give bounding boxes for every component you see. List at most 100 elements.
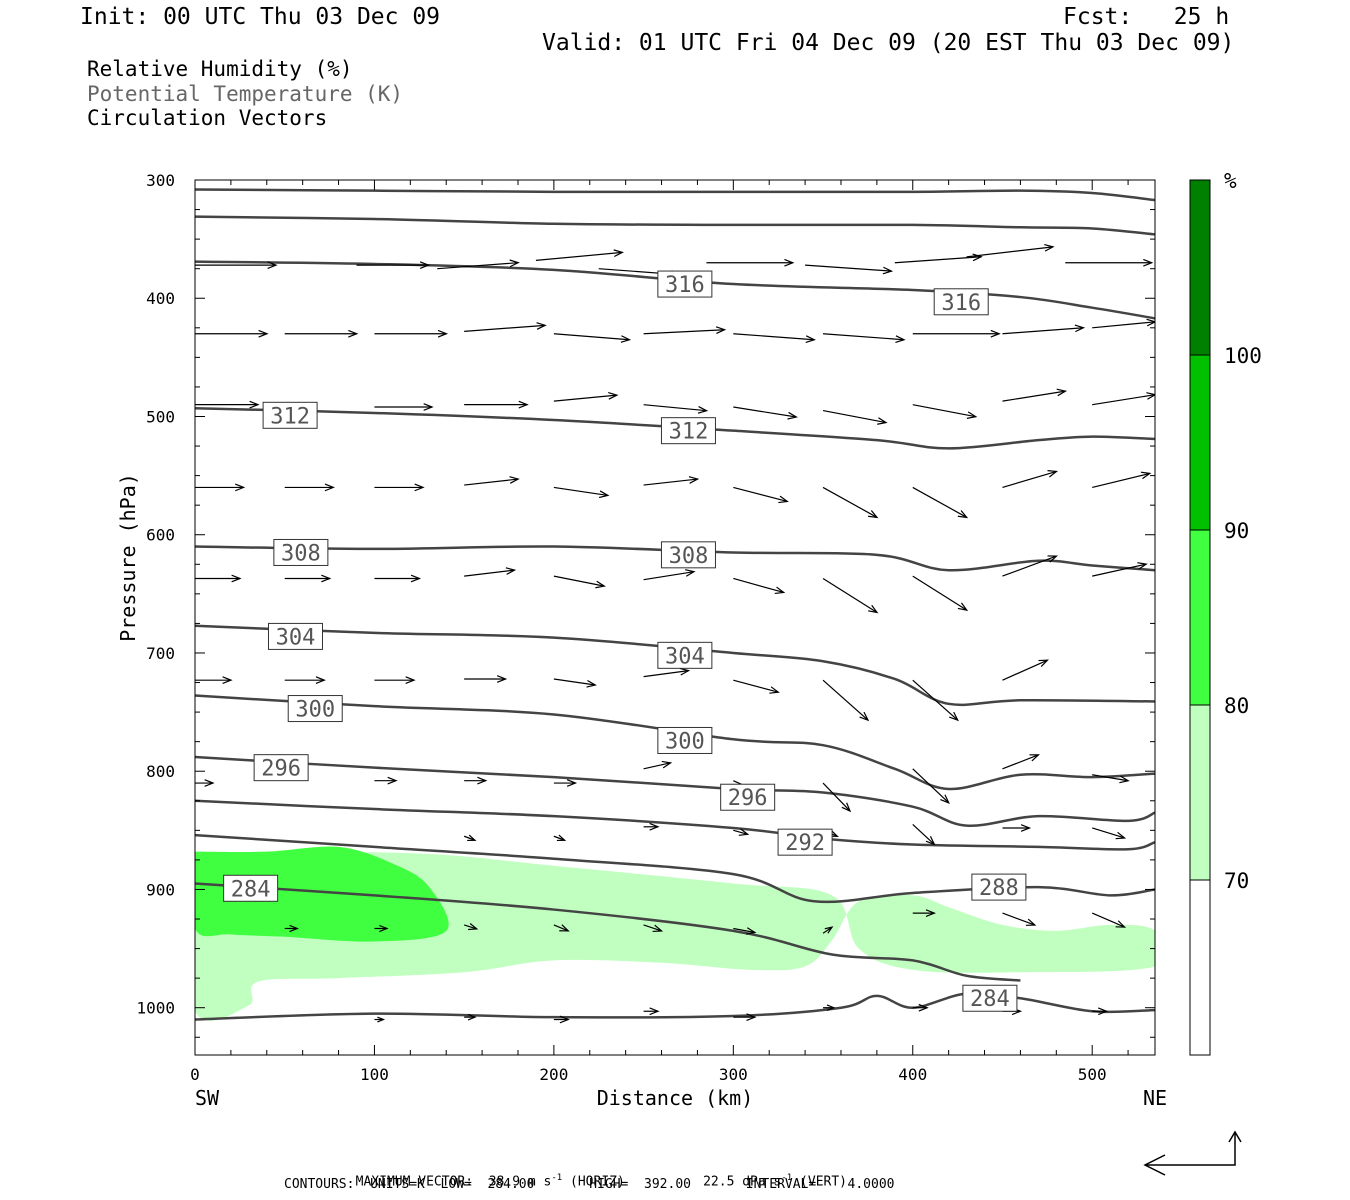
init-time: Init: 00 UTC Thu 03 Dec 09	[80, 4, 441, 30]
theta-contour-label: 316	[657, 270, 713, 298]
x-tick-label: 0	[190, 1065, 200, 1084]
circulation-vector	[733, 486, 789, 504]
circulation-vector	[733, 406, 798, 420]
x-tick-label: 100	[360, 1065, 389, 1084]
circulation-vector	[464, 1013, 477, 1021]
circulation-vector	[1002, 470, 1059, 489]
colorbar-segment	[1189, 704, 1211, 881]
circulation-vector	[463, 923, 479, 931]
circulation-vector	[374, 924, 389, 933]
x-tick-label: 200	[539, 1065, 568, 1084]
y-tick-label: 600	[146, 526, 175, 545]
circulation-vector	[912, 486, 969, 519]
y-tick-label: 500	[146, 407, 175, 426]
circulation-vector	[553, 575, 606, 589]
circulation-vector	[643, 1007, 660, 1016]
circulation-vector	[1092, 318, 1155, 329]
circulation-vector	[374, 776, 398, 785]
circulation-vector	[195, 574, 242, 583]
circulation-vector	[284, 329, 359, 338]
theta-contour-284	[195, 882, 1021, 982]
theta-contour-292	[195, 799, 1155, 851]
circulation-vector	[1002, 824, 1032, 832]
theta-contour-label: 308	[273, 538, 329, 566]
circulation-vector	[553, 1015, 570, 1024]
colorbar-segment	[1189, 879, 1211, 1056]
svg-text:296: 296	[728, 786, 768, 811]
theta-contour-label: 296	[253, 754, 309, 782]
theta-contour-316	[195, 260, 1155, 320]
theta-contour-label: 284	[962, 984, 1018, 1012]
y-tick-label: 300	[146, 171, 175, 190]
svg-text:312: 312	[270, 404, 310, 429]
theta-contour-300	[195, 694, 1155, 791]
circulation-vector	[553, 779, 578, 787]
svg-text:316: 316	[665, 273, 705, 298]
circulation-vector	[706, 258, 795, 267]
circulation-vector	[912, 1003, 929, 1012]
circulation-vector	[912, 679, 959, 722]
circulation-vector	[1092, 471, 1152, 489]
circulation-vector	[464, 776, 488, 785]
forecast-hour: Fcst: 25 h	[1063, 4, 1230, 30]
max-vector-label: MAXIMUM VECTOR:	[355, 1174, 474, 1190]
colorbar-segment	[1189, 529, 1211, 706]
circulation-vector	[733, 1013, 757, 1022]
circulation-vector	[374, 676, 416, 685]
circulation-vector	[822, 409, 888, 425]
y-tick-label: 800	[146, 762, 175, 781]
colorbar-segment	[1189, 179, 1211, 356]
circulation-vector	[284, 574, 332, 583]
circulation-vector	[1092, 392, 1155, 406]
theta-contour-label: 312	[262, 401, 318, 429]
x-end-label-left: SW	[195, 1086, 220, 1110]
circulation-vector	[374, 1016, 386, 1023]
circulation-vector	[464, 400, 529, 409]
svg-text:300: 300	[295, 698, 335, 723]
svg-text:308: 308	[669, 544, 709, 569]
theta-contour-label: 304	[657, 641, 713, 669]
circulation-vector	[822, 782, 852, 813]
circulation-vector	[1091, 912, 1127, 928]
x-tick-label: 400	[898, 1065, 927, 1084]
footer-max-vector: MAXIMUM VECTOR: 38.9 m s-1 (HORIZ) 22.5 …	[340, 1158, 847, 1189]
theta-contour-318	[195, 215, 1155, 236]
circulation-vector	[195, 329, 269, 338]
circulation-vector	[374, 329, 449, 338]
rh-region-70	[195, 851, 1155, 1021]
theta-contour-label: 316	[933, 288, 989, 316]
circulation-vector	[374, 483, 425, 492]
theta-contour-280	[195, 991, 1155, 1021]
colorbar-unit: %	[1224, 169, 1237, 193]
circulation-vector	[356, 261, 431, 270]
colorbar-segment	[1189, 354, 1211, 531]
circulation-vector	[464, 675, 508, 683]
circulation-vector	[284, 483, 335, 492]
circulation-vector	[464, 322, 547, 332]
theta-contour-label: 300	[287, 695, 343, 723]
svg-text:304: 304	[665, 644, 705, 669]
circulation-vector	[966, 243, 1055, 258]
circulation-vector	[912, 823, 936, 846]
svg-text:288: 288	[979, 876, 1019, 901]
circulation-vector	[195, 261, 278, 270]
x-tick-label: 300	[719, 1065, 748, 1084]
circulation-vector	[553, 924, 570, 932]
circulation-vector	[733, 927, 757, 935]
circulation-vector	[822, 333, 906, 343]
circulation-vector	[912, 329, 1001, 338]
colorbar-label: 90	[1224, 519, 1249, 543]
svg-text:312: 312	[669, 420, 709, 445]
y-tick-label: 1000	[136, 999, 175, 1018]
horiz-value: 38.9 m s	[488, 1174, 552, 1190]
theta-contour-320	[195, 188, 1155, 202]
circulation-vector	[464, 476, 520, 486]
circulation-vector	[1154, 256, 1155, 257]
circulation-vector	[1002, 388, 1068, 402]
circulation-vector	[463, 834, 477, 842]
valid-time: Valid: 01 UTC Fri 04 Dec 09 (20 EST Thu …	[542, 30, 1235, 56]
scale-arrow-icon	[1143, 1130, 1242, 1176]
circulation-vector	[894, 253, 983, 264]
x-end-label-right: NE	[1143, 1086, 1167, 1110]
circulation-vector	[1002, 659, 1049, 681]
